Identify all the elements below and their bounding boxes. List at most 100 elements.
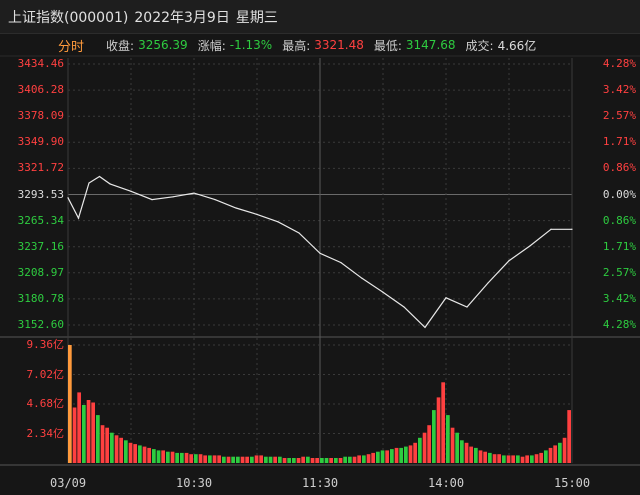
high-value: 3321.48 — [314, 38, 364, 52]
volume-bar — [315, 458, 319, 463]
price-point — [77, 217, 80, 219]
volume-bar — [240, 456, 245, 463]
volume-bar — [338, 458, 343, 463]
volume-bar — [119, 437, 123, 463]
volume-bar — [212, 455, 217, 463]
volume-bar — [170, 451, 175, 463]
percent-tick-label: 1.71% — [602, 239, 636, 253]
volume-bar — [282, 458, 287, 463]
price-tick-label: 3349.90 — [17, 135, 64, 149]
volume-bar — [259, 455, 263, 463]
volume-bar — [357, 455, 361, 463]
volume-bar — [310, 458, 315, 463]
volume-bar — [287, 458, 291, 463]
price-point — [361, 277, 363, 279]
percent-tick-label: 0.86% — [602, 161, 636, 175]
volume-bar — [72, 407, 77, 463]
volume-bar — [68, 345, 72, 463]
volume-bar — [180, 452, 184, 463]
volume-bar — [478, 450, 483, 463]
info-bar: 分时 收盘: 3256.39 涨幅: -1.13% 最高: 3321.48 最低… — [0, 34, 640, 56]
volume-bar — [142, 446, 147, 463]
price-point — [445, 297, 447, 299]
volume-bar — [362, 455, 366, 463]
volume-bar — [394, 447, 399, 463]
volume-bar — [324, 458, 329, 463]
price-tick-label: 3265.34 — [17, 213, 64, 227]
volume-bar — [553, 445, 557, 463]
volume-bar — [450, 427, 455, 463]
volume-bar — [301, 456, 305, 463]
volume-bar — [427, 425, 431, 463]
volume-bar — [371, 452, 375, 463]
price-point — [382, 291, 384, 293]
percent-tick-label: 0.86% — [602, 213, 636, 227]
price-tick-label: 3406.28 — [17, 83, 64, 97]
price-point — [424, 326, 426, 329]
volume-bar — [399, 447, 403, 463]
volume-bar — [226, 456, 231, 463]
volume-bar — [413, 442, 417, 463]
volume-bar — [455, 432, 459, 463]
volume-bar — [506, 455, 511, 463]
volume-bar — [166, 451, 170, 463]
volume-bar — [334, 458, 338, 463]
volume-bar — [236, 456, 240, 463]
time-tick-label: 10:30 — [176, 476, 213, 490]
price-point — [529, 245, 531, 247]
price-point — [340, 261, 342, 264]
title-bar: 上证指数(000001) 2022年3月9日 星期三 — [0, 0, 640, 34]
volume-bar — [110, 432, 114, 463]
percent-tick-label: 3.42% — [602, 83, 636, 97]
percent-tick-label: 1.71% — [602, 135, 636, 149]
price-tick-label: 3237.16 — [17, 239, 64, 253]
price-point — [98, 175, 101, 178]
percent-tick-label: 2.57% — [602, 265, 636, 279]
percent-tick-label: 3.42% — [602, 291, 636, 305]
volume-bar — [264, 456, 268, 463]
volume-bar — [530, 455, 534, 463]
volume-bar — [133, 444, 137, 463]
price-tick-label: 3208.97 — [17, 265, 64, 279]
volume-bar — [348, 456, 352, 463]
price-point — [172, 196, 174, 198]
volume-bar — [544, 450, 548, 463]
price-point — [130, 190, 132, 192]
volume-bar — [352, 456, 357, 463]
low-label: 最低: — [373, 38, 402, 53]
price-point — [508, 260, 510, 262]
change-label: 涨幅: — [197, 38, 226, 53]
volume-label: 成交: — [465, 38, 494, 53]
percent-tick-label: 4.28% — [602, 57, 636, 70]
volume-bar — [366, 454, 371, 463]
high-label: 最高: — [282, 38, 311, 53]
volume-bar — [184, 452, 189, 463]
price-point — [193, 192, 195, 194]
volume-bar — [502, 455, 506, 463]
tab-intraday[interactable]: 分时 — [58, 39, 85, 55]
price-point — [151, 199, 153, 201]
volume-bar — [96, 415, 100, 463]
volume-bar — [77, 392, 81, 463]
index-name: 上证指数(000001) — [8, 9, 129, 26]
price-point — [88, 182, 90, 184]
volume-bar — [268, 456, 273, 463]
low-value: 3147.68 — [405, 38, 456, 52]
volume-bar — [194, 454, 198, 463]
price-point — [214, 199, 216, 201]
volume-bar — [292, 458, 296, 463]
price-tick-label: 3434.46 — [17, 57, 64, 70]
volume-bar — [520, 456, 525, 463]
percent-tick-label: 4.28% — [602, 318, 636, 331]
price-point — [67, 197, 69, 199]
volume-bar — [82, 405, 86, 463]
change-value: -1.13% — [229, 38, 273, 52]
volume-bar — [558, 442, 562, 463]
trade-date: 2022年3月9日 — [134, 9, 230, 26]
time-tick-label: 15:00 — [554, 476, 591, 490]
volume-bar — [562, 437, 567, 463]
price-point — [487, 282, 489, 284]
volume-bar — [278, 456, 282, 463]
volume-bar — [86, 400, 91, 463]
